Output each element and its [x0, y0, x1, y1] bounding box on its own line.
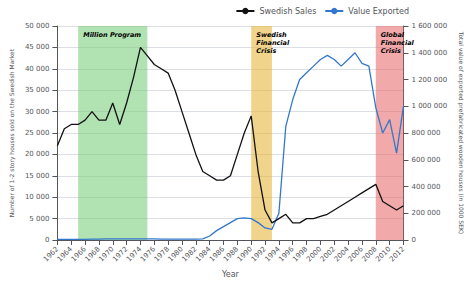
svg-text:0: 0 [45, 236, 49, 244]
svg-text:800 000: 800 000 [411, 129, 440, 137]
svg-text:2002: 2002 [318, 245, 338, 264]
svg-text:10 000: 10 000 [25, 193, 50, 201]
svg-text:30 000: 30 000 [25, 108, 50, 116]
svg-text:Swedish: Swedish [256, 31, 287, 39]
svg-text:1978: 1978 [152, 245, 171, 264]
svg-text:45 000: 45 000 [25, 43, 50, 51]
svg-text:1 600 000: 1 600 000 [411, 22, 447, 30]
svg-text:Global: Global [381, 31, 405, 39]
svg-text:40 000: 40 000 [25, 65, 50, 73]
svg-text:1984: 1984 [194, 245, 213, 264]
svg-text:1982: 1982 [180, 245, 199, 264]
svg-text:Million Program: Million Program [83, 31, 141, 39]
svg-text:1 000 000: 1 000 000 [411, 102, 447, 110]
svg-text:15 000: 15 000 [25, 172, 50, 180]
svg-text:50 000: 50 000 [25, 22, 50, 30]
svg-text:1966: 1966 [69, 245, 88, 264]
svg-text:1980: 1980 [166, 245, 185, 264]
svg-text:Number of 1-2 story houses sol: Number of 1-2 story houses sold on the S… [8, 48, 16, 217]
svg-text:Crisis: Crisis [256, 47, 276, 55]
svg-text:1976: 1976 [138, 245, 158, 264]
svg-text:1998: 1998 [291, 245, 310, 264]
svg-text:Year: Year [221, 270, 240, 279]
svg-text:1 400 000: 1 400 000 [411, 49, 447, 57]
svg-text:400 000: 400 000 [411, 183, 440, 191]
svg-text:0: 0 [411, 236, 415, 244]
svg-text:1994: 1994 [263, 245, 282, 264]
svg-text:20 000: 20 000 [25, 150, 50, 158]
svg-text:5 000: 5 000 [29, 215, 49, 223]
svg-text:Financial: Financial [381, 39, 415, 47]
svg-text:200 000: 200 000 [411, 209, 440, 217]
svg-text:1964: 1964 [55, 245, 75, 264]
svg-text:1990: 1990 [235, 245, 254, 264]
svg-text:Swedish Sales: Swedish Sales [259, 7, 316, 16]
svg-text:2000: 2000 [305, 245, 324, 264]
svg-text:1 200 000: 1 200 000 [411, 76, 447, 84]
svg-text:2008: 2008 [360, 245, 379, 264]
svg-text:2006: 2006 [346, 245, 365, 264]
svg-text:35 000: 35 000 [25, 86, 50, 94]
svg-text:1972: 1972 [111, 245, 130, 264]
svg-text:1974: 1974 [125, 245, 144, 264]
svg-text:2010: 2010 [374, 245, 393, 264]
svg-text:1996: 1996 [277, 245, 296, 264]
svg-text:Value Exported: Value Exported [348, 7, 409, 16]
svg-text:2012: 2012 [388, 245, 406, 263]
svg-text:600 000: 600 000 [411, 156, 440, 164]
svg-text:1988: 1988 [222, 245, 241, 264]
svg-text:Crisis: Crisis [381, 47, 401, 55]
svg-text:Financial: Financial [256, 39, 290, 47]
svg-text:25 000: 25 000 [25, 129, 50, 137]
svg-text:1970: 1970 [97, 245, 116, 264]
svg-text:1986: 1986 [208, 245, 227, 264]
svg-text:Total value of exported prefab: Total value of exported prefabricated wo… [457, 31, 465, 234]
svg-text:1968: 1968 [83, 245, 102, 264]
svg-text:1962: 1962 [42, 245, 61, 264]
svg-text:1992: 1992 [249, 245, 268, 264]
svg-text:2004: 2004 [332, 245, 351, 264]
